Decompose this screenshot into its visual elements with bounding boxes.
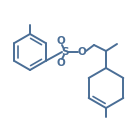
Text: O: O	[57, 58, 65, 68]
Text: O: O	[78, 47, 86, 57]
Text: O: O	[57, 36, 65, 46]
Text: S: S	[61, 47, 69, 57]
